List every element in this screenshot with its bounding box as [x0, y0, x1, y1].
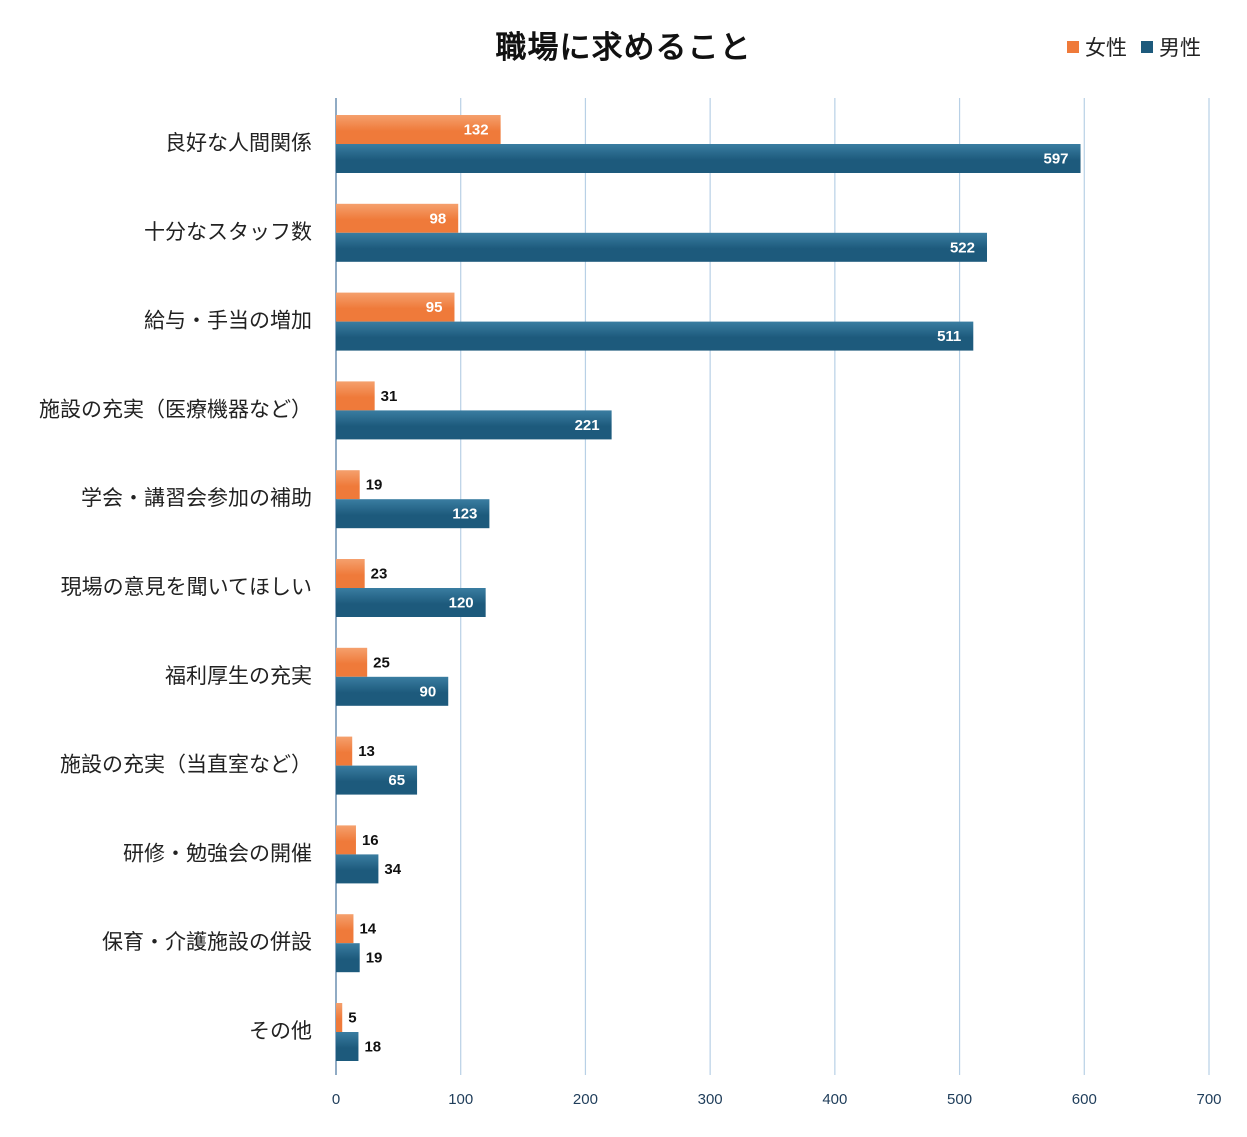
bar-female	[336, 559, 365, 588]
data-label-male: 90	[420, 683, 437, 700]
x-tick-label-500: 500	[947, 1091, 972, 1108]
data-label-female: 25	[373, 654, 390, 671]
data-label-female: 95	[426, 299, 443, 316]
bar-male	[336, 410, 612, 440]
data-label-male: 65	[388, 772, 405, 789]
x-tick-label-700: 700	[1196, 1091, 1221, 1108]
data-label-female: 132	[464, 122, 489, 139]
data-label-female: 31	[381, 388, 398, 405]
bar-female	[336, 647, 368, 677]
x-tick-label-200: 200	[573, 1091, 598, 1108]
x-tick-label-300: 300	[698, 1091, 723, 1108]
bar-female	[336, 825, 356, 855]
bar-female	[336, 736, 353, 766]
x-tick-label-400: 400	[822, 1091, 847, 1108]
bar-male	[336, 144, 1081, 173]
data-label-male: 123	[452, 506, 477, 523]
legend: 女性 男性	[1067, 32, 1201, 62]
x-tick-label-100: 100	[448, 1091, 473, 1108]
category-label: 学会・講習会参加の補助	[81, 486, 312, 510]
bar-male	[336, 676, 449, 706]
bar-female	[336, 1003, 343, 1032]
bar-male	[336, 321, 974, 351]
bar-male	[336, 1032, 359, 1061]
category-label: 保育・介護施設の併設	[102, 930, 312, 954]
data-label-male: 18	[364, 1039, 381, 1056]
category-label: 給与・手当の増加	[144, 309, 312, 333]
bar-male	[336, 499, 490, 529]
chart-title: 職場に求めること	[495, 30, 752, 66]
legend-swatch-female	[1067, 41, 1079, 53]
x-tick-label-0: 0	[332, 1091, 340, 1108]
data-label-female: 16	[362, 832, 379, 849]
legend-item-male: 男性	[1141, 32, 1201, 62]
legend-item-female: 女性	[1067, 32, 1127, 62]
category-label: 福利厚生の充実	[165, 664, 312, 688]
category-label: 良好な人間関係	[165, 131, 312, 155]
data-label-female: 13	[358, 743, 375, 760]
bar-male	[336, 765, 418, 795]
data-label-male: 522	[950, 239, 975, 256]
data-label-female: 19	[366, 477, 383, 494]
data-label-male: 34	[384, 861, 401, 878]
bar-female	[336, 115, 501, 144]
bar-male	[336, 854, 379, 884]
data-label-male: 221	[575, 417, 600, 434]
bar-female	[336, 470, 360, 500]
category-label: 施設の充実（当直室など）	[60, 753, 312, 777]
category-label: 施設の充実（医療機器など）	[39, 397, 312, 421]
category-label: その他	[249, 1019, 312, 1043]
bar-female	[336, 381, 375, 411]
data-label-male: 511	[937, 328, 961, 345]
category-label: 十分なスタッフ数	[144, 220, 312, 244]
data-label-male: 597	[1044, 151, 1069, 168]
category-label: 現場の意見を聞いてほしい	[61, 575, 312, 599]
x-tick-label-600: 600	[1072, 1091, 1097, 1108]
data-label-male: 120	[449, 595, 474, 612]
data-label-female: 5	[348, 1010, 356, 1027]
data-label-female: 98	[430, 210, 447, 227]
bar-female	[336, 292, 455, 322]
data-label-female: 23	[371, 566, 388, 583]
bar-male	[336, 232, 988, 262]
legend-swatch-male	[1141, 41, 1153, 53]
bar-female	[336, 914, 354, 944]
bar-female	[336, 203, 459, 233]
bar-layer	[336, 115, 1081, 1061]
data-label-female: 14	[359, 921, 376, 938]
bar-male	[336, 588, 486, 617]
legend-label-female: 女性	[1085, 36, 1127, 60]
label-layer: 0 100 200 300 400 500 600 700 良好な人間関係 132 597 十分なスタ…	[39, 122, 1222, 1109]
data-label-male: 19	[366, 950, 383, 967]
bar-male	[336, 943, 360, 973]
legend-label-male: 男性	[1159, 36, 1201, 60]
category-label: 研修・勉強会の開催	[123, 841, 312, 865]
